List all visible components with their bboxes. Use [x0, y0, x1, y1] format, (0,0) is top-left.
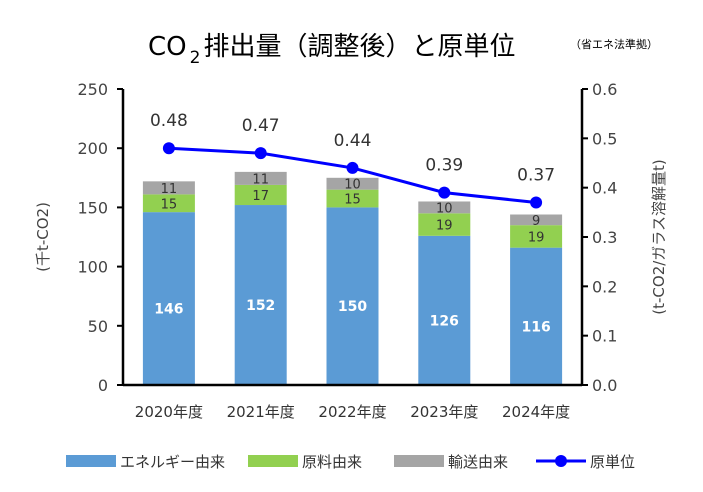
line-data-label: 0.39 [425, 156, 463, 176]
line-point [254, 147, 267, 160]
bar-1 [418, 213, 471, 236]
bar-data-label: 11 [161, 182, 178, 197]
bar-0 [326, 207, 379, 385]
bar-data-label: 150 [338, 299, 367, 315]
legend-swatch [66, 455, 116, 467]
bar-0 [142, 212, 195, 385]
bar-data-label: 146 [154, 302, 183, 318]
right-tick-label: 0.3 [592, 228, 617, 247]
line-point [530, 196, 543, 209]
right-tick-label: 0.6 [592, 80, 617, 99]
legend-swatch [394, 455, 444, 467]
x-tick-label: 2020年度 [135, 403, 203, 421]
legend-label: 原単位 [590, 453, 635, 471]
bar-2 [234, 171, 287, 185]
bar-2 [418, 201, 471, 214]
line-data-label: 0.48 [150, 111, 188, 131]
line-data-label: 0.44 [334, 131, 372, 151]
x-tick-label: 2021年度 [227, 403, 295, 421]
line-point [162, 142, 175, 155]
bar-1 [510, 225, 563, 248]
bar-data-label: 126 [430, 313, 459, 329]
bar-data-label: 10 [344, 178, 361, 193]
line-point [346, 161, 359, 174]
bar-data-label: 15 [161, 197, 178, 212]
bar-data-label: 152 [246, 298, 275, 314]
x-tick-label: 2022年度 [318, 403, 386, 421]
bar-data-label: 19 [436, 219, 453, 234]
bar-data-label: 11 [252, 172, 269, 187]
chart-title: CO 2 排出量（調整後）と原単位 [148, 32, 515, 68]
bar-data-label: 10 [436, 201, 453, 216]
legend-label: エネルギー由来 [120, 453, 225, 471]
right-tick-label: 0.5 [592, 129, 617, 148]
bar-1 [142, 194, 195, 213]
left-tick-label: 100 [77, 258, 108, 277]
bar-data-label: 17 [252, 189, 269, 204]
left-axis-label: (千t-CO2) [34, 202, 52, 272]
right-tick-label: 0.4 [592, 179, 617, 198]
left-tick-label: 250 [77, 80, 108, 99]
left-tick-label: 0 [98, 376, 108, 395]
left-tick-label: 200 [77, 139, 108, 158]
legend-marker [555, 455, 567, 467]
bar-1 [234, 184, 287, 206]
line-data-label: 0.37 [517, 165, 555, 185]
legend-label: 輸送由来 [448, 453, 508, 471]
bar-data-label: 9 [532, 214, 540, 229]
left-tick-label: 150 [77, 198, 108, 217]
chart-title-note: （省エネ法準拠） [570, 37, 658, 51]
right-axis-label: (t-CO2/ガラス溶解量t) [650, 159, 668, 314]
left-tick-label: 50 [88, 317, 108, 336]
bar-2 [510, 214, 563, 226]
bar-0 [418, 235, 471, 385]
line-point [438, 186, 451, 199]
bar-1 [326, 189, 379, 208]
bar-0 [234, 205, 287, 385]
legend-swatch [248, 455, 298, 467]
bar-2 [142, 181, 195, 195]
bar-0 [510, 247, 563, 385]
line-data-label: 0.47 [242, 116, 280, 136]
bar-2 [326, 177, 379, 190]
right-tick-label: 0.1 [592, 327, 617, 346]
x-tick-label: 2024年度 [502, 403, 570, 421]
bar-data-label: 19 [528, 230, 545, 245]
right-tick-label: 0.2 [592, 277, 617, 296]
right-tick-label: 0.0 [592, 376, 617, 395]
legend-label: 原料由来 [302, 453, 362, 471]
bar-data-label: 116 [521, 319, 550, 335]
bar-data-label: 15 [344, 193, 361, 208]
x-tick-label: 2023年度 [410, 403, 478, 421]
